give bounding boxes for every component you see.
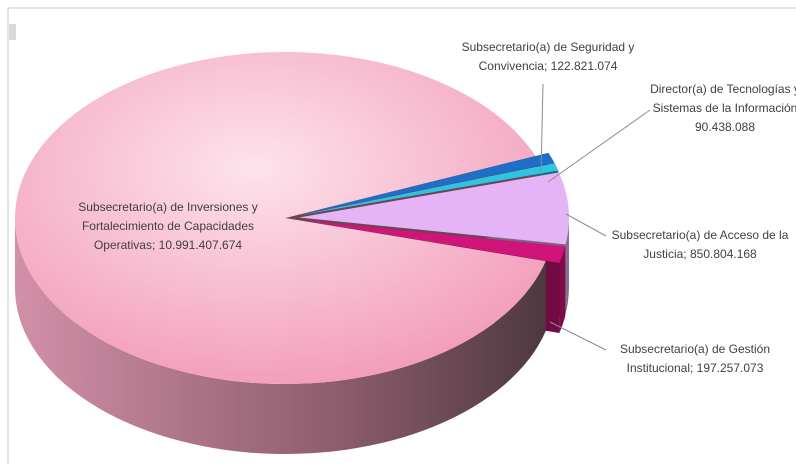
label-name: Subsecretario(a) de Inversiones y Fortal…: [78, 200, 258, 252]
slice-side: [559, 246, 566, 333]
handle: [9, 24, 16, 40]
data-label: Subsecretario(a) de Inversiones y Fortal…: [68, 198, 268, 255]
leader-line: [565, 213, 607, 237]
label-name: Director(a) de Tecnologías y Sistemas de…: [650, 82, 796, 115]
label-value: 10.991.407.674: [158, 238, 243, 252]
leader-lines: [540, 83, 651, 351]
data-label: Subsecretario(a) de Gestión Instituciona…: [605, 340, 785, 378]
leader-line: [549, 321, 607, 351]
label-value: 197.257.073: [696, 361, 764, 375]
pie: [14, 51, 569, 454]
data-label: Director(a) de Tecnologías y Sistemas de…: [630, 80, 796, 137]
slice: [298, 219, 566, 263]
leader-line: [540, 83, 544, 175]
label-name: Subsecretario(a) de Seguridad y Conviven…: [461, 40, 635, 73]
slice: [14, 51, 546, 384]
data-label: Subsecretario(a) de Acceso de la Justici…: [605, 226, 795, 264]
slice: [298, 172, 569, 245]
leader-line: [547, 109, 651, 183]
label-name: Subsecretario(a) de Gestión Instituciona…: [619, 342, 771, 375]
slice-side: [565, 217, 569, 315]
slice: [298, 152, 555, 216]
label-name: Subsecretario(a) de Acceso de la Justici…: [611, 228, 789, 261]
slice: [298, 163, 559, 216]
slice-side: [15, 218, 546, 454]
label-value: 122.821.074: [550, 59, 618, 73]
label-value: 90.438.088: [694, 120, 756, 134]
label-value: 850.804.168: [689, 247, 757, 261]
data-label: Subsecretario(a) de Seguridad y Conviven…: [448, 38, 648, 76]
